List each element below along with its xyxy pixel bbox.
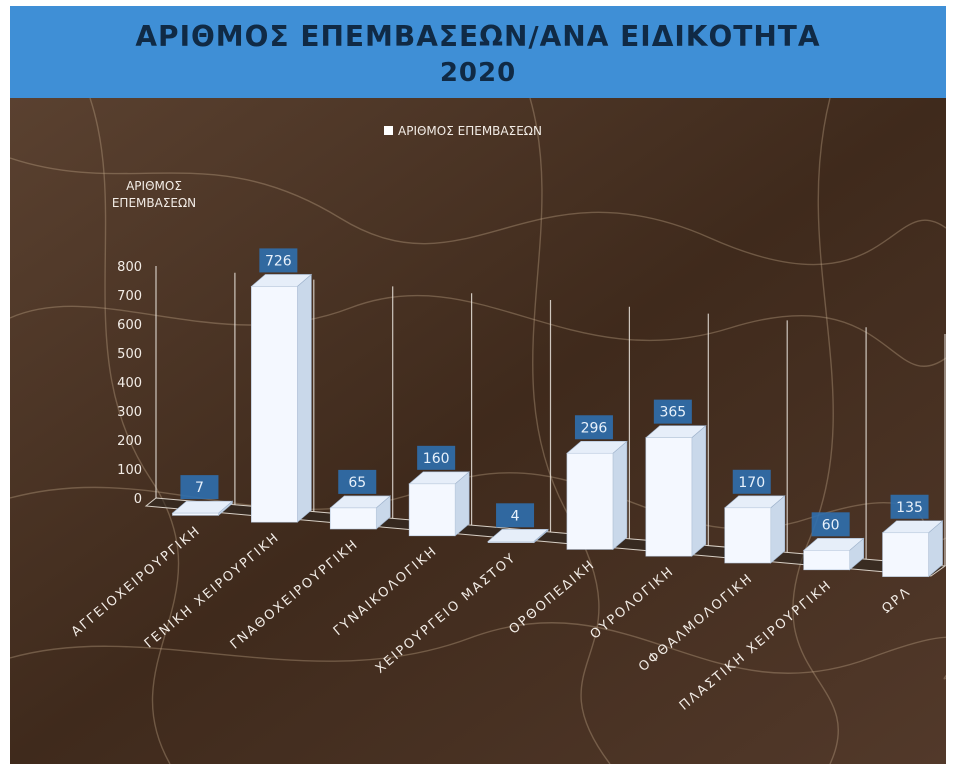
- data-label-box: [732, 469, 771, 494]
- chart-subtitle: 2020: [439, 58, 517, 88]
- data-label-box: [574, 415, 613, 440]
- data-label-box: [338, 469, 377, 494]
- bar: [408, 483, 456, 537]
- bar: [566, 452, 614, 550]
- bar: [251, 286, 298, 523]
- data-label: 60: [822, 517, 840, 533]
- y-tick-label: 400: [117, 376, 142, 391]
- title-bar: ΑΡΙΘΜΟΣ ΕΠΕΜΒΑΣΕΩΝ/ΑΝΑ ΕΙΔΙΚΟΤΗΤΑ 2020: [10, 6, 946, 98]
- y-tick-label: 500: [117, 347, 142, 362]
- chart-svg: 0 100 200 300 400 500 600 700 800 ΑΡΙΘΜΟΣ ΕΠΕΜΒΑΣΕ…: [10, 98, 946, 764]
- y-tick-label: 700: [117, 289, 142, 304]
- data-label: 135: [896, 500, 923, 516]
- data-label: 7: [195, 480, 204, 496]
- data-label: 365: [659, 405, 686, 421]
- data-label-box: [417, 445, 456, 470]
- bar: [329, 507, 377, 530]
- y-tick-label: 300: [117, 405, 142, 420]
- data-label: 726: [265, 253, 292, 269]
- y-tick-label: 800: [117, 260, 142, 275]
- bar: [724, 507, 772, 564]
- marble-background: [10, 98, 946, 764]
- y-tick-label: 600: [117, 318, 142, 333]
- y-tick-label: 200: [117, 434, 142, 449]
- bar: [882, 532, 929, 577]
- data-label-box: [496, 503, 535, 528]
- y-axis-label: ΕΠΕΜΒΑΣΕΩΝ: [112, 196, 196, 210]
- data-label-box: [653, 399, 692, 424]
- bar: [487, 541, 535, 543]
- legend-swatch: [384, 126, 393, 135]
- bar-side: [297, 273, 312, 523]
- bar-side: [612, 440, 628, 551]
- data-label: 296: [581, 420, 608, 436]
- chart-title: ΑΡΙΘΜΟΣ ΕΠΕΜΒΑΣΕΩΝ/ΑΝΑ ΕΙΔΙΚΟΤΗΤΑ: [135, 20, 821, 53]
- legend-label: ΑΡΙΘΜΟΣ ΕΠΕΜΒΑΣΕΩΝ: [398, 124, 542, 138]
- data-label-box: [811, 512, 850, 537]
- data-label-box: [259, 248, 298, 273]
- data-label: 4: [511, 508, 520, 524]
- data-label-box: [890, 494, 929, 519]
- y-tick-label: 100: [117, 463, 142, 478]
- data-label: 65: [348, 475, 366, 491]
- bar: [172, 512, 219, 516]
- plot-area: 0 100 200 300 400 500 600 700 800 ΑΡΙΘΜΟΣ ΕΠΕΜΒΑΣΕ…: [10, 98, 946, 764]
- bar: [645, 437, 693, 557]
- data-label-box: [180, 475, 219, 500]
- bar-side: [691, 424, 707, 557]
- data-label: 160: [423, 451, 450, 467]
- bar: [803, 550, 850, 571]
- y-axis-label: ΑΡΙΘΜΟΣ: [126, 179, 182, 193]
- data-label: 170: [738, 475, 765, 491]
- y-tick-label: 0: [134, 492, 142, 507]
